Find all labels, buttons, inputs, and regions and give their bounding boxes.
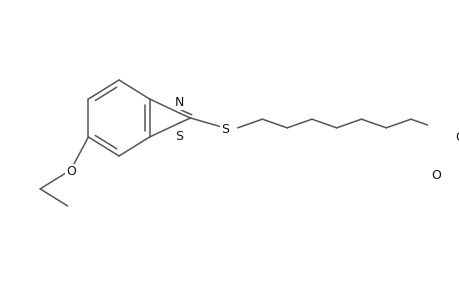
Text: O: O: [66, 165, 76, 178]
Text: O: O: [454, 131, 459, 145]
Text: S: S: [220, 123, 228, 136]
Text: S: S: [175, 130, 183, 143]
Text: N: N: [174, 96, 184, 109]
Text: O: O: [430, 169, 440, 182]
